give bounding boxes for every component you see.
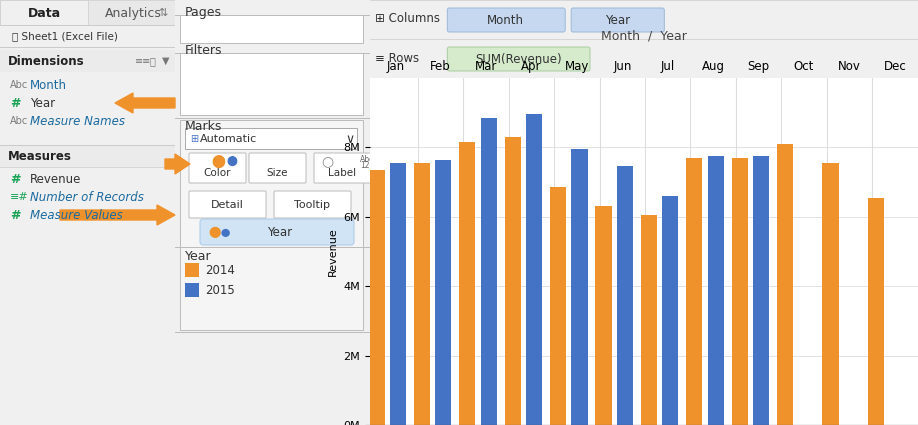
Bar [185, 263, 199, 277]
Bar [180, 120, 363, 330]
Text: ⊞: ⊞ [190, 134, 198, 144]
Text: Dimensions: Dimensions [8, 54, 84, 68]
Text: Data: Data [28, 6, 62, 20]
Text: #: # [10, 96, 20, 110]
Text: #: # [10, 173, 20, 185]
Text: Measure Values: Measure Values [30, 209, 123, 221]
Text: ⬤: ⬤ [211, 154, 225, 167]
Bar [0, 145, 175, 167]
Bar [185, 283, 199, 297]
Bar [180, 53, 363, 115]
Bar [777, 144, 793, 425]
Text: Detail: Detail [210, 200, 243, 210]
Text: ≡≡: ≡≡ [135, 56, 151, 66]
Bar [617, 167, 633, 425]
Bar [526, 114, 543, 425]
Bar [868, 198, 884, 425]
Text: Filters: Filters [185, 43, 222, 57]
Text: 🔍: 🔍 [150, 56, 156, 66]
Bar [480, 118, 497, 425]
Bar [823, 163, 839, 425]
Text: Number of Records: Number of Records [30, 190, 144, 204]
Text: #: # [10, 209, 20, 221]
Text: Label: Label [328, 168, 356, 178]
Text: Month: Month [30, 79, 67, 91]
Text: ≡ Rows: ≡ Rows [375, 51, 420, 65]
Bar [0, 0, 175, 25]
Bar [0, 0, 88, 25]
Bar [571, 149, 588, 425]
Bar [0, 25, 175, 47]
FancyBboxPatch shape [249, 153, 306, 183]
Bar [753, 156, 769, 425]
Text: Measure Names: Measure Names [30, 114, 125, 127]
Text: ⬤: ⬤ [208, 227, 221, 238]
Text: SUM(Revenue): SUM(Revenue) [476, 53, 562, 65]
Bar [641, 215, 657, 425]
Text: ▼: ▼ [162, 56, 170, 66]
Text: ⇅: ⇅ [158, 8, 168, 18]
Bar [732, 158, 748, 425]
FancyBboxPatch shape [189, 191, 266, 218]
Text: Abc: Abc [10, 80, 28, 90]
Bar [596, 207, 611, 425]
Text: ⬤: ⬤ [220, 227, 230, 236]
Bar [368, 170, 385, 425]
Bar [435, 159, 452, 425]
Text: Size: Size [266, 168, 287, 178]
Bar [414, 163, 430, 425]
Bar [185, 128, 357, 149]
Text: 123: 123 [360, 161, 375, 170]
Text: Marks: Marks [185, 119, 222, 133]
Text: Revenue: Revenue [30, 173, 82, 185]
FancyBboxPatch shape [447, 8, 565, 32]
Text: Automatic: Automatic [200, 134, 257, 144]
FancyBboxPatch shape [274, 191, 351, 218]
Bar [708, 156, 724, 425]
FancyArrow shape [115, 93, 175, 113]
Text: ≡#: ≡# [10, 192, 28, 202]
Text: Year: Year [30, 96, 55, 110]
Bar [505, 137, 521, 425]
FancyBboxPatch shape [200, 219, 354, 245]
Text: Year: Year [605, 14, 631, 26]
Text: Abc: Abc [360, 155, 375, 164]
Text: ○: ○ [321, 154, 333, 168]
Text: 🗋 Sheet1 (Excel File): 🗋 Sheet1 (Excel File) [12, 31, 118, 41]
Text: 2015: 2015 [205, 283, 235, 297]
Bar [180, 15, 363, 43]
FancyBboxPatch shape [447, 47, 590, 71]
Text: Tooltip: Tooltip [294, 200, 330, 210]
Text: Measures: Measures [8, 150, 72, 162]
Bar [459, 142, 476, 425]
FancyBboxPatch shape [571, 8, 665, 32]
Text: Color: Color [203, 168, 230, 178]
Text: 2014: 2014 [205, 264, 235, 277]
FancyArrow shape [60, 205, 175, 225]
Text: Year: Year [267, 226, 293, 238]
Text: Year: Year [185, 250, 212, 264]
FancyArrow shape [165, 154, 190, 174]
Bar [686, 158, 702, 425]
Text: Abc: Abc [10, 116, 28, 126]
Text: Month: Month [487, 14, 524, 26]
FancyBboxPatch shape [314, 153, 371, 183]
Bar [390, 163, 406, 425]
Text: ∨: ∨ [345, 133, 354, 145]
Bar [0, 50, 175, 72]
Bar [550, 187, 566, 425]
Text: ⊞ Columns: ⊞ Columns [375, 12, 440, 26]
Text: Analytics: Analytics [105, 6, 162, 20]
Y-axis label: Revenue: Revenue [328, 227, 338, 276]
Bar [662, 196, 678, 425]
Text: ⬤: ⬤ [227, 156, 238, 166]
Text: Pages: Pages [185, 6, 222, 19]
FancyBboxPatch shape [189, 153, 246, 183]
Title: Month  /  Year: Month / Year [601, 29, 687, 42]
